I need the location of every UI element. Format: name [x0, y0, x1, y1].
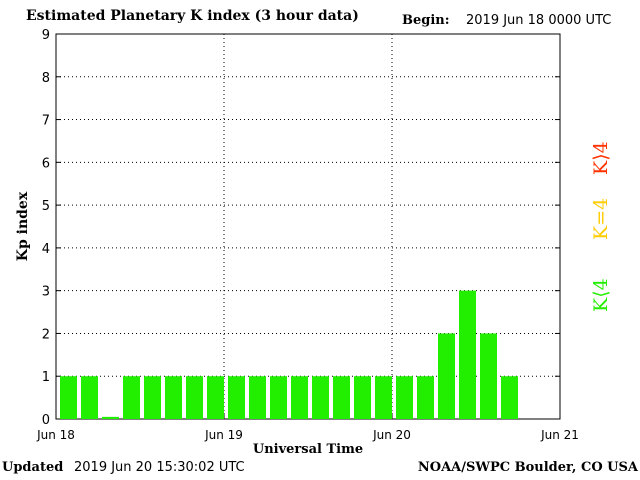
legend-k-equal-4: K=4: [590, 197, 612, 240]
kp-bar: [249, 376, 266, 419]
kp-bar: [312, 376, 329, 419]
updated-label: Updated: [2, 460, 64, 475]
kp-bar: [438, 333, 455, 419]
y-tick-label: 5: [42, 199, 50, 214]
kp-bar: [375, 376, 392, 419]
kp-bar: [60, 376, 77, 419]
legend-k-below-4: K⟨4: [590, 278, 612, 312]
kp-bar: [291, 376, 308, 419]
kp-bar: [333, 376, 350, 419]
y-tick-label: 4: [42, 242, 50, 257]
kp-bar: [228, 376, 245, 419]
begin-label: Begin:: [402, 13, 450, 28]
kp-bar: [354, 376, 371, 419]
x-tick-label: Jun 21: [540, 428, 579, 442]
y-axis-label: Kp index: [15, 191, 31, 261]
chart-title: Estimated Planetary K index (3 hour data…: [26, 8, 359, 24]
y-tick-label: 7: [42, 114, 50, 129]
kp-bar: [144, 376, 161, 419]
kp-bar: [81, 376, 98, 419]
kp-bar: [270, 376, 287, 419]
y-tick-label: 1: [42, 370, 50, 385]
kp-bar: [207, 376, 224, 419]
x-axis-label: Universal Time: [253, 442, 363, 457]
kp-bar: [480, 333, 497, 419]
kp-bar: [165, 376, 182, 419]
y-tick-label: 8: [42, 71, 50, 86]
kp-bar: [186, 376, 203, 419]
updated-value: 2019 Jun 20 15:30:02 UTC: [74, 460, 245, 475]
x-tick-label: Jun 20: [372, 428, 411, 442]
y-tick-label: 9: [42, 28, 50, 43]
legend-k-above-4: K⟩4: [590, 141, 612, 175]
kp-bar: [396, 376, 413, 419]
y-tick-label: 3: [42, 285, 50, 300]
footer-organization: NOAA/SWPC Boulder, CO USA: [417, 460, 638, 475]
kp-bar: [501, 376, 518, 419]
y-tick-label: 0: [42, 413, 50, 428]
kp-bar: [102, 416, 119, 419]
x-tick-label: Jun 18: [36, 428, 75, 442]
x-tick-label: Jun 19: [204, 428, 243, 442]
kp-bar: [417, 376, 434, 419]
y-tick-label: 6: [42, 156, 50, 171]
kp-bar: [459, 290, 476, 419]
begin-value: 2019 Jun 18 0000 UTC: [466, 13, 612, 28]
kp-bar: [123, 376, 140, 419]
y-tick-label: 2: [42, 327, 50, 342]
